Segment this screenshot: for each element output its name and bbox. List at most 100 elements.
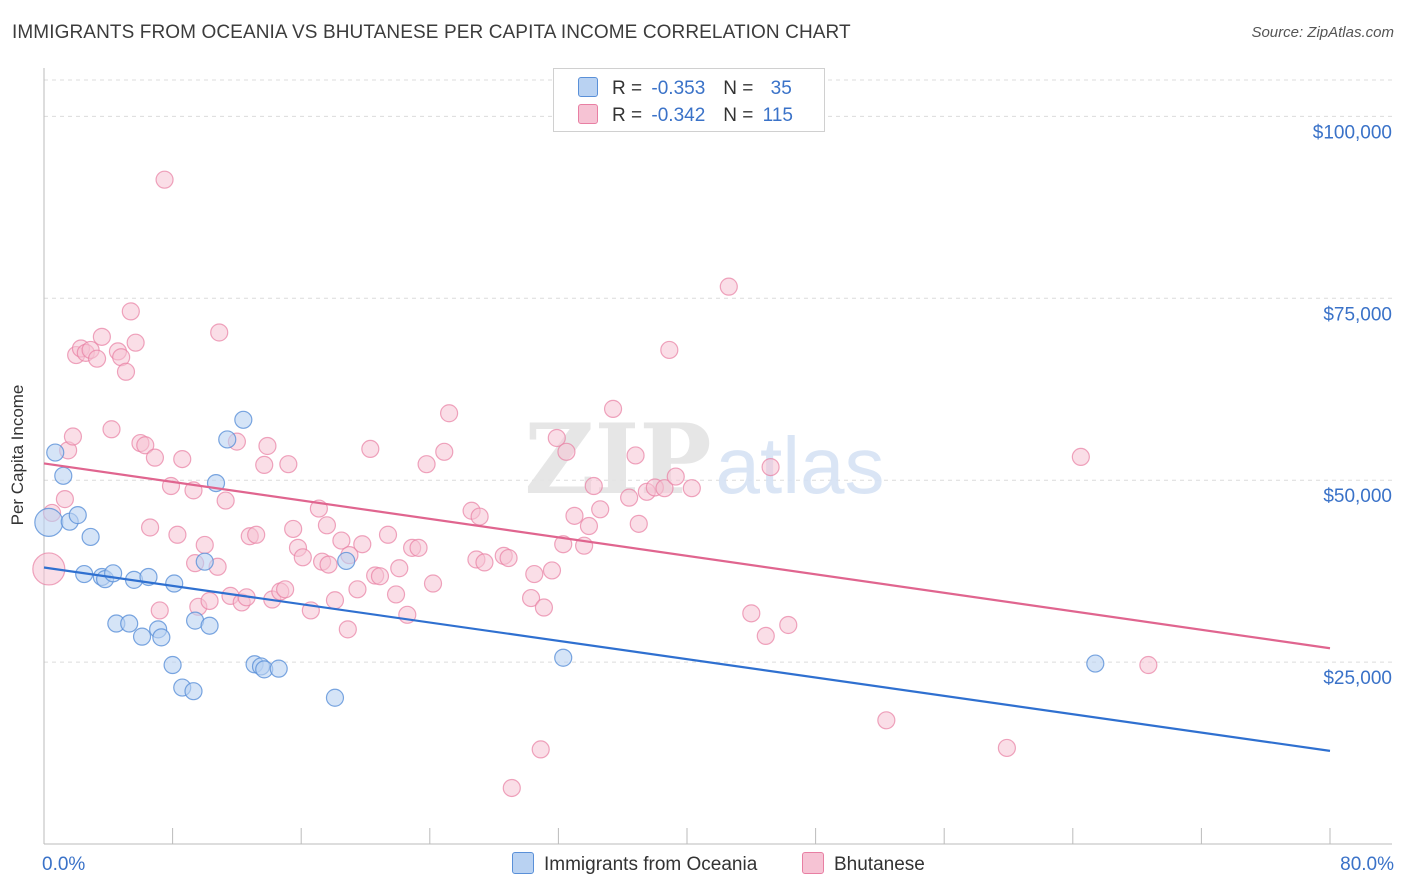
bhutanese-point <box>325 591 345 610</box>
bhutanese-point <box>761 457 780 477</box>
bhutanese-point <box>584 476 603 496</box>
bhutanese-point <box>531 740 550 759</box>
oceania-point <box>200 616 219 635</box>
bhutanese-point <box>502 778 521 798</box>
bottom-legend-bhutanese: Bhutanese <box>802 852 925 876</box>
bhutanese-point <box>542 561 562 580</box>
bhutanese-point <box>216 491 235 510</box>
bhutanese-point <box>417 455 436 474</box>
legend-n-label: N = <box>723 78 754 99</box>
legend-r-value-bhutanese: -0.342 <box>651 105 706 126</box>
bhutanese-point <box>55 490 74 509</box>
bhutanese-point <box>87 349 107 368</box>
bhutanese-point <box>145 448 165 467</box>
bhutanese-point <box>136 436 155 455</box>
bhutanese-point <box>534 598 554 617</box>
bhutanese-point <box>126 333 145 352</box>
bhutanese-point <box>620 488 639 507</box>
bhutanese-point <box>719 277 738 296</box>
bhutanese-point <box>173 449 192 469</box>
oceania-point <box>34 507 64 537</box>
oceania-point <box>46 443 65 462</box>
bhutanese-point <box>121 302 140 321</box>
bhutanese-point <box>353 535 372 554</box>
bhutanese-point <box>409 538 428 557</box>
bhutanese-point <box>629 514 648 533</box>
legend-swatch-bhutanese <box>578 104 598 124</box>
bhutanese-point <box>557 442 576 461</box>
bhutanese-point <box>247 525 266 544</box>
bhutanese-point <box>1139 655 1158 675</box>
bhutanese-point <box>92 327 111 346</box>
chart-title: IMMIGRANTS FROM OCEANIA VS BHUTANESE PER… <box>12 22 851 43</box>
bhutanese-point <box>370 567 390 586</box>
bhutanese-point <box>116 362 136 381</box>
bhutanese-point <box>168 525 187 544</box>
legend-r-value-oceania: -0.353 <box>651 78 706 99</box>
bhutanese-trend-line <box>43 462 1331 650</box>
bhutanese-point <box>1071 447 1090 467</box>
bhutanese-point <box>293 548 312 567</box>
tick-labels: $25,000 $50,000 $75,000 $100,000 0.0% 80.0% <box>42 122 1394 875</box>
bottom-legend-swatch-bhutanese <box>802 852 824 874</box>
legend-swatch-oceania <box>578 77 598 97</box>
legend-n-value-oceania: 35 <box>770 78 792 99</box>
oceania-point <box>1086 654 1105 673</box>
axes <box>43 68 1392 845</box>
bhutanese-point <box>332 531 351 550</box>
y-tick-label: $50,000 <box>1323 486 1392 507</box>
bhutanese-point <box>284 519 303 539</box>
bottom-legend-label-oceania: Immigrants from Oceania <box>544 854 758 875</box>
bhutanese-point <box>554 535 573 554</box>
oceania-point <box>68 506 87 525</box>
bhutanese-point <box>547 428 566 448</box>
bottom-legend-swatch-oceania <box>512 852 534 874</box>
watermark: ZIP atlas <box>524 403 884 516</box>
trend-lines <box>43 462 1331 752</box>
bhutanese-point <box>361 439 380 459</box>
oceania-point <box>184 682 203 701</box>
oceania-point <box>195 552 214 571</box>
oceania-point <box>325 688 345 707</box>
bhutanese-point <box>63 427 83 446</box>
bhutanese-point <box>258 436 277 456</box>
chart-source: Source: ZipAtlas.com <box>1251 24 1394 41</box>
bhutanese-point <box>779 615 798 635</box>
bhutanese-point <box>682 479 701 498</box>
y-tick-label: $75,000 <box>1323 304 1392 325</box>
oceania-point <box>163 655 182 675</box>
bhutanese-point <box>499 548 518 568</box>
bhutanese-point <box>603 399 623 418</box>
watermark-atlas: atlas <box>716 421 885 510</box>
bhutanese-point <box>386 585 406 604</box>
legend-r-label: R = <box>612 78 643 99</box>
bhutanese-point <box>660 340 679 360</box>
bhutanese-point <box>338 620 357 639</box>
grid-lines <box>44 79 1392 663</box>
bhutanese-point <box>255 455 274 475</box>
bhutanese-point <box>475 553 494 572</box>
oceania-point <box>337 551 356 571</box>
correlation-legend: R = -0.353 N = 35 R = -0.342 N = 115 <box>553 68 825 132</box>
oceania-point <box>54 466 73 485</box>
y-tick-label: $25,000 <box>1323 668 1392 689</box>
bhutanese-point <box>200 591 219 611</box>
bottom-legend-label-bhutanese: Bhutanese <box>834 854 925 875</box>
oceania-point <box>218 430 237 449</box>
bhutanese-point <box>348 580 367 599</box>
oceania-point <box>269 659 288 678</box>
legend-r-label: R = <box>612 105 643 126</box>
bhutanese-point <box>439 404 459 423</box>
bhutanese-point <box>279 455 298 474</box>
bhutanese-point <box>210 323 229 342</box>
oceania-point <box>132 627 152 646</box>
bhutanese-point <box>655 479 674 498</box>
legend-row-oceania: R = -0.353 N = 35 <box>578 77 792 101</box>
x-tick-label-max: 80.0% <box>1340 854 1394 875</box>
y-tick-label: $100,000 <box>1313 122 1392 143</box>
oceania-trend-line <box>43 566 1331 752</box>
bhutanese-point <box>423 574 443 593</box>
bhutanese-point <box>742 604 761 623</box>
bhutanese-point <box>756 626 775 646</box>
watermark-zip: ZIP <box>524 403 711 516</box>
